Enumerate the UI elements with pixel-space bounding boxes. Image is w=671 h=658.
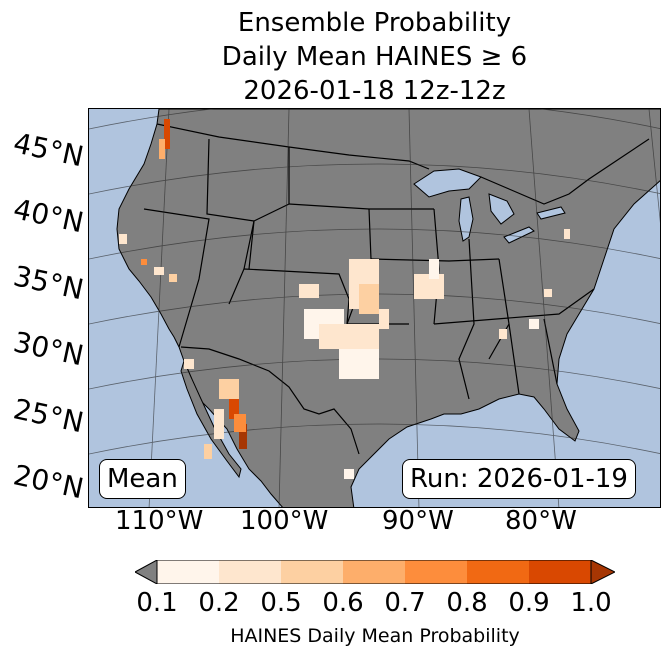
colorbar-tick-0-5: 0.5 <box>260 588 302 618</box>
lon-label-110: 110°W <box>115 506 204 536</box>
colorbar-under-arrow <box>135 560 158 584</box>
colorbar-tick-0-1: 0.1 <box>136 588 178 618</box>
mean-label: Mean <box>99 459 186 499</box>
graticule <box>89 109 660 507</box>
colorbar-bin-7 <box>529 560 591 584</box>
lake-ontario <box>536 206 566 220</box>
colorbar-tick-0-7: 0.7 <box>384 588 426 618</box>
colorbar-label: HAINES Daily Mean Probability <box>230 625 520 647</box>
lat-label-30: 30°N <box>10 325 87 373</box>
colorbar-tick-0-2: 0.2 <box>198 588 240 618</box>
map-svg <box>89 109 660 507</box>
probability-pixels <box>119 119 570 479</box>
lon-label-100: 100°W <box>240 506 329 536</box>
lon-label-80: 80°W <box>505 506 577 536</box>
colorbar-bin-3 <box>281 560 343 584</box>
lake-huron <box>488 193 515 225</box>
lake-superior <box>413 168 482 198</box>
map-panel: Mean Run: 2026-01-19 <box>88 108 661 508</box>
colorbar-tick-1-0: 1.0 <box>570 588 612 618</box>
run-label: Run: 2026-01-19 <box>402 459 636 499</box>
lake-erie <box>503 226 535 244</box>
colorbar-bin-1 <box>157 560 219 584</box>
colorbar-bin-2 <box>219 560 281 584</box>
colorbar-bin-4 <box>343 560 405 584</box>
title-line-2: Daily Mean HAINES ≥ 6 <box>221 42 528 72</box>
colorbar-bin-6 <box>467 560 529 584</box>
title-line-1: Ensemble Probability <box>237 8 512 38</box>
title-line-3: 2026-01-18 12z-12z <box>243 76 506 106</box>
political-borders <box>143 123 650 455</box>
land-baja <box>180 359 242 479</box>
lat-label-20: 20°N <box>10 458 87 506</box>
colorbar-tick-0-9: 0.9 <box>508 588 550 618</box>
lat-label-35: 35°N <box>10 259 87 307</box>
colorbar-over-arrow <box>590 560 615 584</box>
land-north-america <box>116 109 660 507</box>
colorbar <box>135 560 615 584</box>
lat-label-45: 45°N <box>10 126 87 174</box>
colorbar-bin-5 <box>405 560 467 584</box>
lat-label-40: 40°N <box>10 192 87 240</box>
lat-label-25: 25°N <box>10 392 87 440</box>
colorbar-tick-0-8: 0.8 <box>446 588 488 618</box>
lon-label-90: 90°W <box>382 506 454 536</box>
colorbar-tick-0-6: 0.6 <box>322 588 364 618</box>
lake-michigan <box>458 196 474 242</box>
